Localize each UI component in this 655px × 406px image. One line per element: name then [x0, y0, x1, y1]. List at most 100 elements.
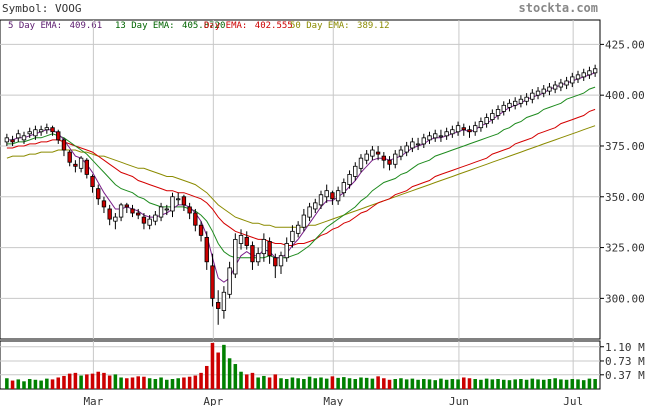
volume-bar — [336, 377, 340, 389]
volume-bar — [530, 378, 535, 389]
candle-down — [50, 127, 55, 133]
candle-down — [187, 206, 192, 214]
candle-up — [547, 86, 552, 92]
candle-up — [295, 224, 301, 234]
legend-ema13: 13 Day EMA: 405.8720 — [115, 21, 225, 31]
volume-bar — [427, 379, 432, 389]
candle-down — [61, 139, 67, 151]
volume-bar — [439, 378, 443, 389]
volume-tick-label: 1.10 M — [605, 341, 645, 354]
price-tick-label: 375.00 — [605, 140, 645, 153]
candle-down — [107, 208, 112, 220]
volume-bar — [176, 378, 180, 389]
symbol-label: Symbol: VOOG — [2, 2, 81, 15]
volume-bar — [244, 374, 249, 389]
volume-bar — [364, 377, 369, 389]
volume-panel: 1.10 M0.73 M0.37 M — [0, 340, 645, 390]
candle-down — [375, 151, 381, 155]
candle-up — [358, 157, 364, 169]
candle-up — [227, 267, 232, 295]
volume-bar — [170, 379, 175, 389]
volume-bar — [187, 376, 192, 389]
candle-up — [238, 234, 244, 244]
volume-bar — [62, 375, 66, 389]
volume-bar — [547, 379, 552, 389]
ema-legend: 5 Day EMA: 409.61 13 Day EMA: 405.8720 D… — [8, 21, 390, 31]
volume-bar — [210, 342, 215, 389]
volume-bar — [159, 377, 163, 389]
volume-bar — [73, 372, 78, 389]
volume-bar — [399, 378, 403, 389]
candle-up — [433, 133, 438, 139]
volume-bar — [33, 379, 38, 389]
candle-down — [181, 196, 187, 206]
candle-up — [255, 253, 261, 263]
candle-down — [90, 176, 95, 188]
candle-up — [164, 208, 169, 211]
volume-bar — [39, 380, 43, 389]
price-tick-label: 325.00 — [605, 242, 645, 255]
volume-bar — [462, 377, 466, 389]
volume-bar — [393, 379, 398, 389]
candle-up — [33, 129, 38, 137]
candle-down — [56, 131, 61, 141]
candle-up — [415, 143, 421, 146]
candle-up — [313, 202, 318, 210]
candle-up — [4, 137, 10, 143]
volume-bar — [467, 378, 472, 389]
volume-bar — [5, 378, 9, 389]
volume-bar — [290, 377, 295, 389]
volume-bar — [222, 344, 226, 389]
candle-up — [341, 182, 347, 194]
volume-bar — [142, 376, 146, 389]
candle-up — [176, 198, 181, 201]
candle-down — [101, 200, 107, 208]
volume-bar — [382, 378, 386, 389]
volume-bar — [319, 377, 323, 389]
volume-bar — [456, 379, 460, 389]
volume-bar — [119, 377, 123, 389]
candle-down — [124, 204, 129, 208]
volume-bar — [313, 378, 318, 389]
volume-bar — [130, 377, 135, 389]
candle-up — [564, 80, 569, 86]
ema26-line — [6, 108, 596, 246]
candle-up — [398, 149, 404, 157]
volume-bar — [153, 379, 158, 389]
volume-bar — [22, 381, 26, 389]
volume-bar — [501, 379, 506, 389]
volume-bar — [216, 352, 220, 389]
volume-bar — [353, 379, 358, 389]
volume-bar — [147, 378, 152, 389]
candle-down — [273, 257, 278, 267]
volume-bar — [262, 375, 266, 389]
volume-bar — [279, 378, 283, 389]
volume-bar — [125, 378, 129, 389]
volume-bar — [239, 371, 243, 389]
volume-bar — [559, 379, 563, 389]
volume-bar — [102, 372, 106, 389]
candle-up — [490, 113, 495, 120]
price-tick-label: 350.00 — [605, 191, 645, 204]
volume-bar — [204, 365, 209, 389]
ema-lines — [6, 72, 596, 283]
volume-bar — [553, 378, 557, 389]
candle-up — [421, 137, 426, 145]
volume-bar — [324, 378, 329, 389]
x-tick-label: Mar — [83, 395, 103, 406]
legend-ema26-value: 402.555 — [255, 21, 293, 31]
volume-bar — [227, 358, 232, 389]
candle-up — [513, 100, 518, 106]
volume-panel-border — [0, 340, 601, 390]
legend-ema50-label: 50 Day EMA: — [290, 21, 350, 31]
volume-bar — [490, 379, 495, 389]
volume-bar — [302, 379, 306, 389]
volume-bar — [473, 379, 477, 389]
volume-bar — [199, 372, 203, 389]
candle-down — [250, 245, 255, 263]
legend-ema50: 50 Day EMA: 389.12 — [290, 21, 390, 31]
volume-bar — [256, 377, 260, 389]
candle-up — [473, 125, 478, 133]
